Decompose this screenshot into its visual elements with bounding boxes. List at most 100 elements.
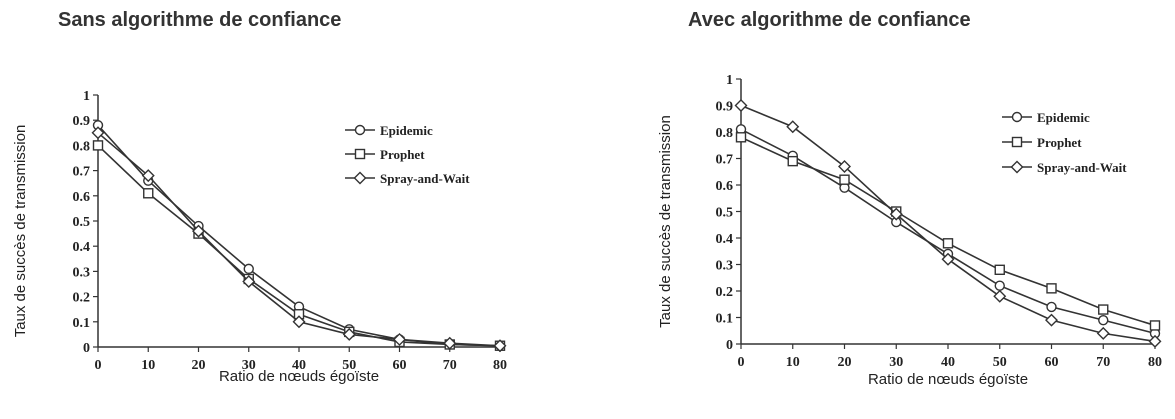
x-axis-label: Ratio de nœuds égoïste xyxy=(219,368,379,385)
y-tick-label: 0.2 xyxy=(716,285,734,300)
y-tick-label: 0.5 xyxy=(73,215,91,230)
y-tick-label: 0 xyxy=(83,341,90,356)
x-tick-label: 60 xyxy=(1045,355,1059,370)
data-point xyxy=(994,264,1005,275)
data-point xyxy=(839,174,850,185)
x-tick-label: 60 xyxy=(393,358,407,373)
data-point xyxy=(994,280,1005,291)
data-point xyxy=(1046,283,1057,294)
legend-marker xyxy=(1010,160,1024,174)
x-tick-label: 10 xyxy=(786,355,800,370)
x-axis-label: Ratio de nœuds égoïste xyxy=(868,371,1028,388)
chart-title: Sans algorithme de confiance xyxy=(58,9,341,31)
y-tick-label: 1 xyxy=(83,89,90,104)
data-point xyxy=(735,132,747,143)
series-spray-and-wait xyxy=(734,99,1162,348)
legend-marker xyxy=(353,171,367,185)
x-tick-label: 80 xyxy=(493,358,507,373)
y-tick-label: 0 xyxy=(726,338,733,353)
x-tick-label: 20 xyxy=(838,355,852,370)
y-tick-label: 0.8 xyxy=(73,139,91,154)
data-point xyxy=(1096,326,1110,340)
chart-with-trust: Avec algorithme de confiance 0 0.1 0.2 0.3 0.… xyxy=(657,9,1162,388)
data-point xyxy=(1045,313,1058,327)
data-point xyxy=(1046,301,1057,313)
legend-marker xyxy=(1011,136,1023,148)
chart-without-trust: Sans algorithme de confiance 0 0.1 0.2 0.3 0.… xyxy=(12,9,507,385)
y-tick-label: 0.9 xyxy=(73,114,91,129)
y-axis-label: Taux de succès de transmission xyxy=(12,125,29,338)
y-tick-label: 0.3 xyxy=(73,265,91,280)
x-tick-label: 30 xyxy=(242,358,256,373)
x-tick-label: 0 xyxy=(738,355,745,370)
legend-label: Spray-and-Wait xyxy=(1037,160,1127,175)
data-point xyxy=(493,339,507,353)
y-tick-label: 0.3 xyxy=(716,259,734,274)
y-tick-label: 0.4 xyxy=(73,240,91,255)
data-point xyxy=(1098,314,1109,326)
data-point xyxy=(342,327,356,341)
y-tick-label: 0.8 xyxy=(716,126,734,141)
x-tick-label: 30 xyxy=(889,355,903,370)
x-tick-label: 80 xyxy=(1148,355,1162,370)
y-tick-label: 0.6 xyxy=(716,179,734,194)
data-point xyxy=(292,315,306,329)
y-tick-label: 0.7 xyxy=(716,153,734,168)
x-tick-label: 20 xyxy=(192,358,206,373)
y-tick-label: 0.9 xyxy=(716,100,734,115)
data-point xyxy=(889,207,903,221)
data-point xyxy=(942,238,954,249)
data-point xyxy=(786,120,800,134)
legend-marker xyxy=(354,148,366,160)
y-tick-label: 0.1 xyxy=(73,316,91,331)
data-point xyxy=(838,159,851,173)
legend-entry: Epidemic xyxy=(1002,110,1090,125)
x-tick-label: 40 xyxy=(941,355,955,370)
legend-marker xyxy=(354,124,366,136)
y-tick-label: 1 xyxy=(726,73,733,88)
data-point xyxy=(787,155,798,167)
x-tick-label: 0 xyxy=(95,358,102,373)
x-tick-label: 40 xyxy=(292,358,306,373)
data-point xyxy=(1148,334,1162,348)
legend-entry: Spray-and-Wait xyxy=(1002,160,1127,175)
y-tick-label: 0.4 xyxy=(716,232,734,247)
data-point xyxy=(243,263,254,275)
legend-entry: Prophet xyxy=(345,147,425,162)
data-point xyxy=(443,336,457,350)
legend-label: Epidemic xyxy=(1037,110,1090,125)
legend-label: Prophet xyxy=(380,147,425,162)
chart-title: Avec algorithme de confiance xyxy=(688,9,971,31)
data-point xyxy=(141,169,155,183)
data-point xyxy=(393,332,406,346)
x-tick-label: 70 xyxy=(443,358,457,373)
legend-marker xyxy=(1011,111,1023,123)
data-point xyxy=(1149,320,1161,331)
series-prophet xyxy=(735,132,1161,331)
legend-entry: Spray-and-Wait xyxy=(345,171,470,186)
x-tick-label: 70 xyxy=(1096,355,1110,370)
x-tick-label: 10 xyxy=(141,358,155,373)
legend-label: Epidemic xyxy=(380,123,433,138)
x-tick-label: 50 xyxy=(342,358,356,373)
legend-label: Prophet xyxy=(1037,135,1082,150)
y-tick-label: 0.6 xyxy=(73,190,91,205)
data-point xyxy=(143,188,154,199)
series-spray-and-wait xyxy=(91,126,507,353)
data-point xyxy=(734,99,748,112)
y-axis-label: Taux de succès de transmission xyxy=(657,115,674,328)
y-tick-label: 0.5 xyxy=(716,206,734,221)
y-tick-label: 0.2 xyxy=(73,291,91,306)
data-point xyxy=(941,252,955,266)
data-point xyxy=(242,274,256,288)
legend-label: Spray-and-Wait xyxy=(380,171,470,186)
data-point xyxy=(993,289,1007,303)
data-point xyxy=(92,140,104,151)
y-tick-label: 0.7 xyxy=(73,165,91,180)
x-tick-label: 50 xyxy=(993,355,1007,370)
data-point xyxy=(91,126,105,140)
data-point xyxy=(1098,304,1109,315)
legend-entry: Epidemic xyxy=(345,123,433,138)
y-tick-label: 0.1 xyxy=(716,312,734,327)
